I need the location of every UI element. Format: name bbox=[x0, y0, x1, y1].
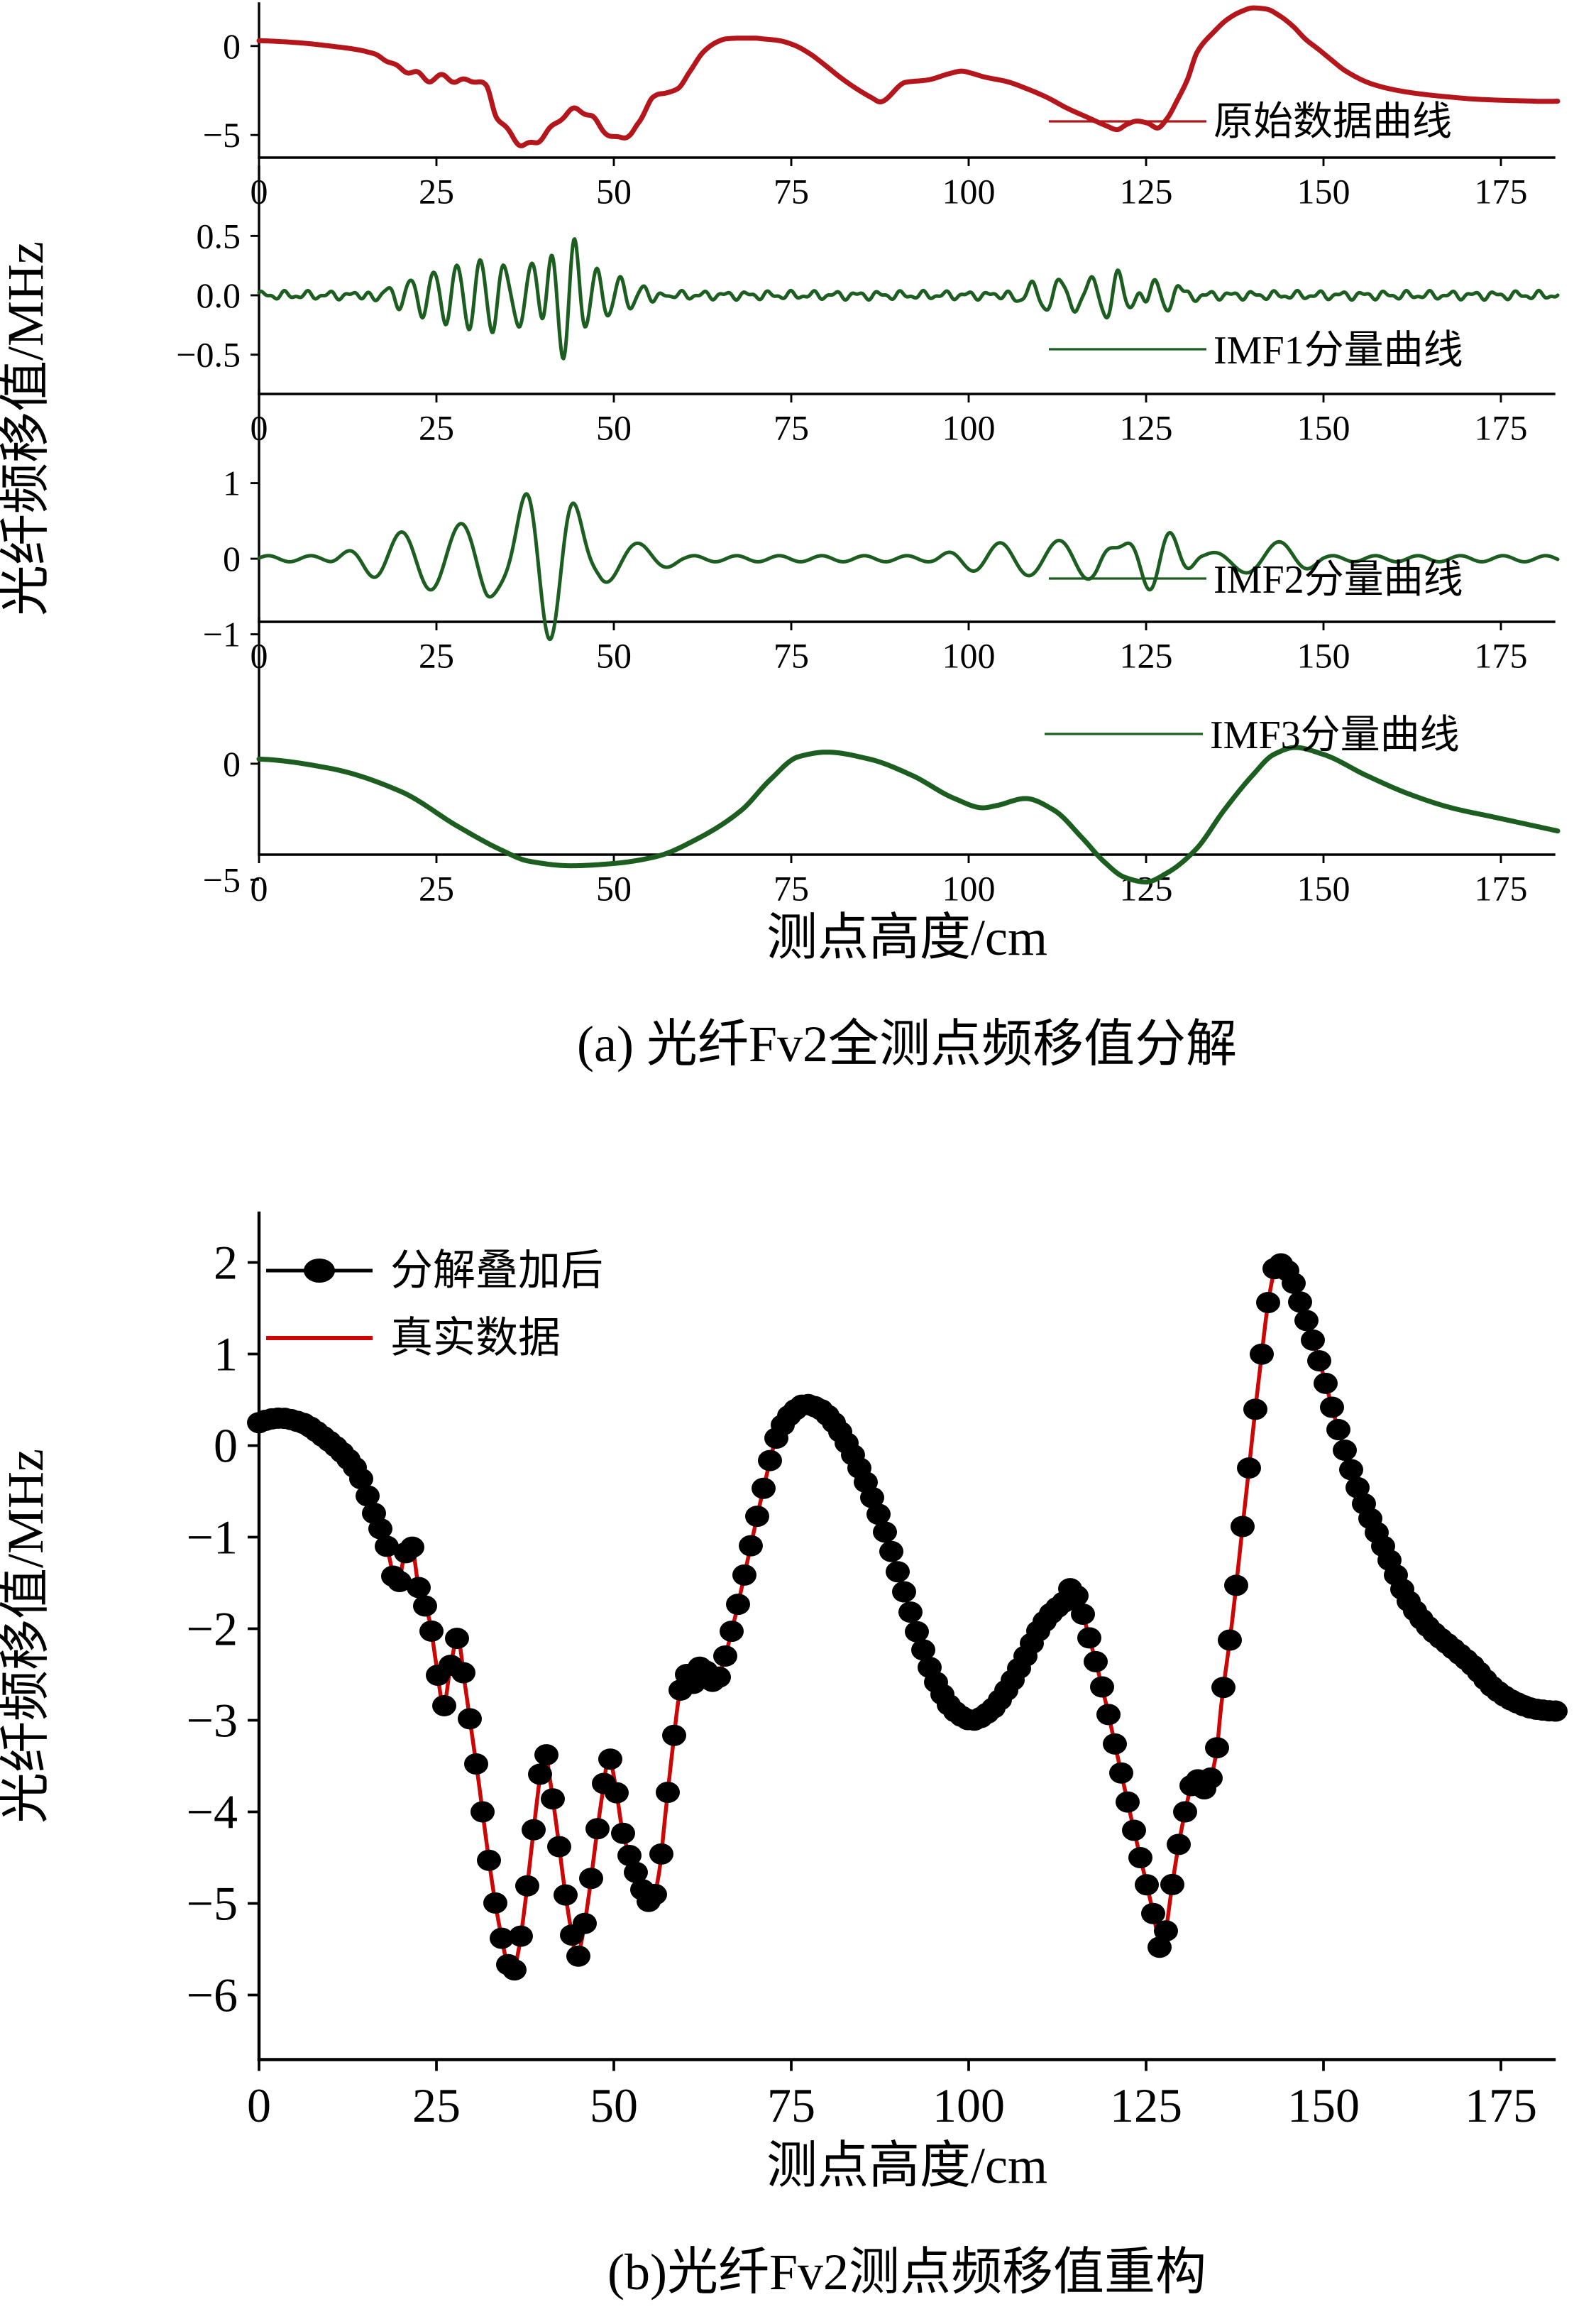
svg-text:50: 50 bbox=[596, 172, 632, 212]
svg-text:原始数据曲线: 原始数据曲线 bbox=[1213, 100, 1452, 144]
svg-text:75: 75 bbox=[774, 636, 809, 676]
svg-text:−6: −6 bbox=[187, 1968, 238, 2022]
svg-text:100: 100 bbox=[932, 2078, 1005, 2132]
svg-text:175: 175 bbox=[1475, 408, 1528, 448]
svg-text:0: 0 bbox=[223, 744, 241, 784]
svg-text:75: 75 bbox=[767, 2078, 815, 2132]
svg-text:100: 100 bbox=[942, 869, 996, 909]
svg-text:125: 125 bbox=[1110, 2078, 1182, 2132]
svg-text:25: 25 bbox=[419, 172, 454, 212]
svg-text:IMF3分量曲线: IMF3分量曲线 bbox=[1210, 713, 1460, 757]
svg-text:0: 0 bbox=[214, 1419, 238, 1473]
svg-text:50: 50 bbox=[590, 2078, 638, 2132]
svg-text:125: 125 bbox=[1120, 172, 1173, 212]
svg-text:175: 175 bbox=[1475, 869, 1528, 909]
svg-text:0: 0 bbox=[223, 539, 241, 579]
svg-text:100: 100 bbox=[942, 636, 996, 676]
svg-text:0: 0 bbox=[223, 26, 241, 66]
svg-text:25: 25 bbox=[412, 2078, 461, 2132]
svg-text:100: 100 bbox=[942, 408, 996, 448]
svg-text:测点高度/cm: 测点高度/cm bbox=[766, 909, 1047, 966]
svg-text:150: 150 bbox=[1297, 172, 1350, 212]
svg-text:IMF2分量曲线: IMF2分量曲线 bbox=[1213, 558, 1463, 602]
svg-text:25: 25 bbox=[419, 408, 454, 448]
svg-text:150: 150 bbox=[1297, 869, 1350, 909]
svg-text:75: 75 bbox=[774, 408, 809, 448]
svg-text:125: 125 bbox=[1120, 636, 1173, 676]
svg-text:−4: −4 bbox=[187, 1785, 238, 1839]
svg-text:−1: −1 bbox=[203, 615, 241, 654]
svg-text:光纤频移值/MHz: 光纤频移值/MHz bbox=[0, 1449, 54, 1824]
svg-text:50: 50 bbox=[596, 408, 632, 448]
svg-text:150: 150 bbox=[1297, 636, 1350, 676]
svg-text:50: 50 bbox=[596, 636, 632, 676]
svg-text:1: 1 bbox=[223, 464, 241, 503]
svg-text:−3: −3 bbox=[187, 1694, 238, 1748]
svg-text:75: 75 bbox=[774, 869, 809, 909]
svg-text:175: 175 bbox=[1475, 636, 1528, 676]
svg-text:(a) 光纤Fv2全测点频移值分解: (a) 光纤Fv2全测点频移值分解 bbox=[577, 1016, 1237, 1073]
svg-text:−5: −5 bbox=[203, 860, 241, 899]
svg-text:1: 1 bbox=[214, 1327, 238, 1381]
svg-text:IMF1分量曲线: IMF1分量曲线 bbox=[1213, 329, 1463, 373]
svg-text:50: 50 bbox=[596, 869, 632, 909]
svg-text:0: 0 bbox=[247, 2078, 271, 2132]
svg-text:100: 100 bbox=[942, 172, 996, 212]
svg-text:真实数据: 真实数据 bbox=[390, 1315, 561, 1361]
svg-text:75: 75 bbox=[774, 172, 809, 212]
svg-text:175: 175 bbox=[1465, 2078, 1537, 2132]
svg-text:−5: −5 bbox=[203, 115, 241, 155]
svg-text:0: 0 bbox=[251, 869, 268, 909]
svg-text:−1: −1 bbox=[187, 1511, 238, 1564]
svg-text:25: 25 bbox=[419, 869, 454, 909]
svg-text:2: 2 bbox=[214, 1236, 238, 1290]
svg-text:光纤频移值/MHz: 光纤频移值/MHz bbox=[0, 241, 54, 616]
svg-text:测点高度/cm: 测点高度/cm bbox=[766, 2137, 1047, 2194]
svg-text:(b)光纤Fv2测点频移值重构: (b)光纤Fv2测点频移值重构 bbox=[607, 2244, 1206, 2301]
svg-text:175: 175 bbox=[1475, 172, 1528, 212]
svg-text:125: 125 bbox=[1120, 408, 1173, 448]
svg-text:0.5: 0.5 bbox=[197, 216, 241, 256]
svg-text:−0.5: −0.5 bbox=[176, 335, 241, 375]
svg-text:−5: −5 bbox=[187, 1877, 238, 1931]
svg-text:150: 150 bbox=[1287, 2078, 1360, 2132]
svg-text:−2: −2 bbox=[187, 1602, 238, 1656]
svg-text:25: 25 bbox=[419, 636, 454, 676]
svg-text:0.0: 0.0 bbox=[197, 275, 241, 315]
svg-text:分解叠加后: 分解叠加后 bbox=[390, 1247, 603, 1294]
svg-text:150: 150 bbox=[1297, 408, 1350, 448]
